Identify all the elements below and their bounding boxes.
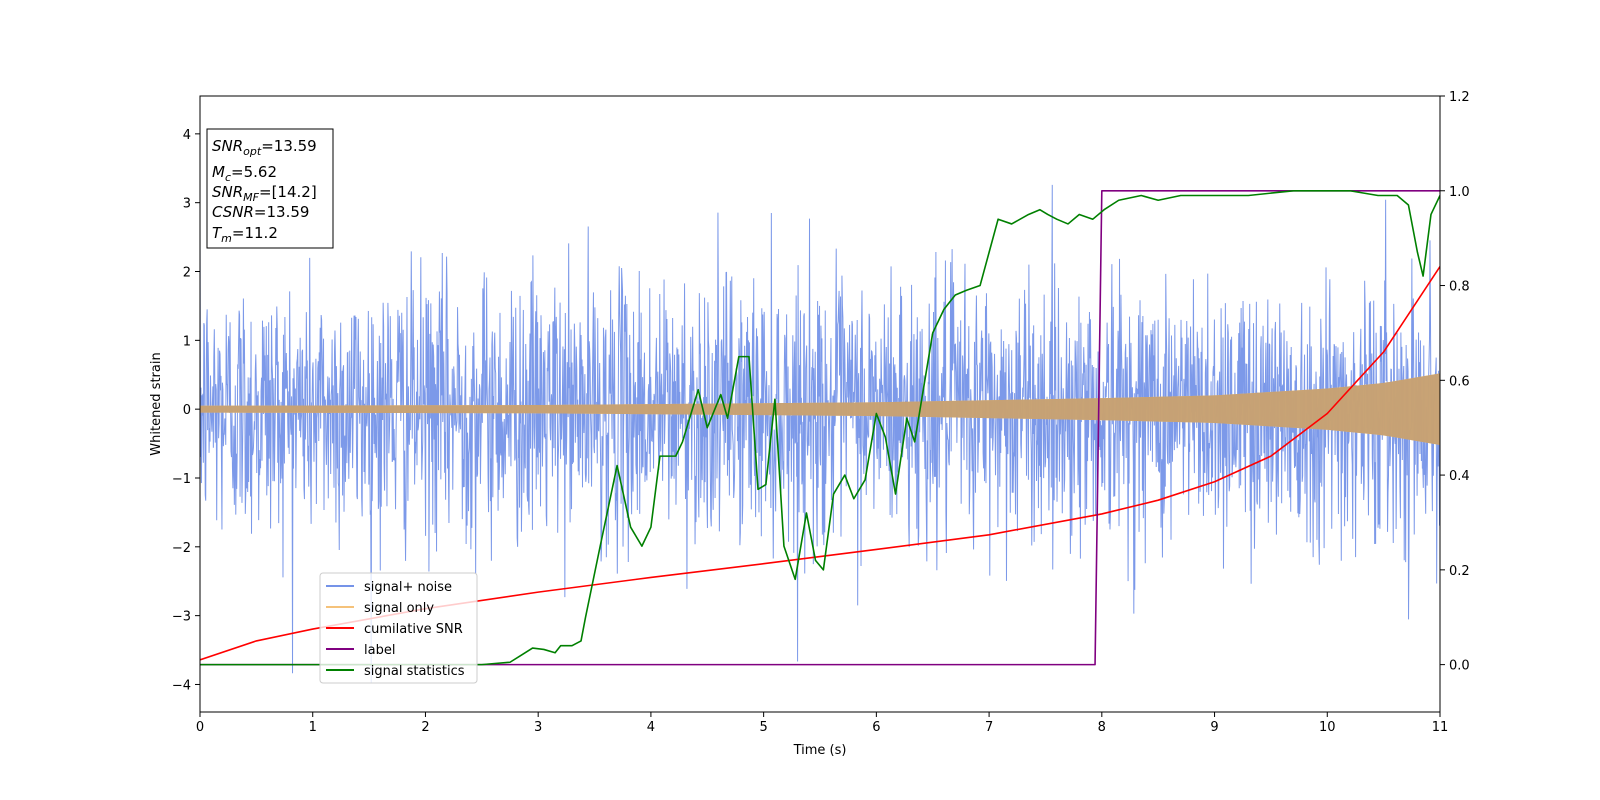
y-axis-label: Whitened strain	[149, 352, 164, 455]
x-tick-label: 10	[1319, 720, 1336, 735]
x-tick-label: 6	[872, 720, 880, 735]
legend-label-cumulative-snr: cumilative SNR	[364, 622, 463, 637]
y-left-tick-label: 0	[183, 403, 191, 418]
series-signal-only-band	[200, 373, 1440, 445]
x-tick-label: 7	[985, 720, 993, 735]
x-tick-label: 1	[309, 720, 317, 735]
y-left-tick-label: 2	[183, 266, 191, 281]
legend-label-signal-statistics: signal statistics	[364, 664, 465, 679]
x-axis: 0 1 2 3 4 5 6 7 8 9 10 11	[196, 712, 1448, 735]
x-tick-label: 4	[647, 720, 655, 735]
x-axis-label: Time (s)	[793, 743, 847, 758]
x-tick-label: 9	[1210, 720, 1218, 735]
series-signal-noise	[200, 184, 1440, 684]
legend-label-signal-only: signal only	[364, 601, 434, 616]
info-box: SNRopt=13.59 Mc=5.62 SNRMF=[14.2] CSNR=1…	[206, 128, 334, 249]
y-left-tick-label: −3	[172, 610, 191, 625]
x-tick-label: 2	[421, 720, 429, 735]
x-tick-label: 8	[1098, 720, 1106, 735]
info-csnr: CSNR=13.59	[212, 203, 309, 221]
legend: signal+ noise signal only cumilative SNR…	[319, 572, 478, 684]
y-left-tick-label: 3	[183, 197, 191, 212]
x-tick-label: 11	[1432, 720, 1449, 735]
info-snr-mf: SNRMF=[14.2]	[212, 183, 317, 204]
y-right-tick-label: 1.0	[1449, 185, 1470, 200]
series-signal-statistics	[200, 189, 1440, 666]
y-axis-right: 0.0 0.2 0.4 0.6 0.8 1.0 1.2	[1440, 90, 1470, 674]
info-mc: Mc=5.62	[212, 163, 277, 184]
legend-label-label: label	[364, 643, 395, 658]
x-tick-label: 0	[196, 720, 204, 735]
y-left-tick-label: −2	[172, 541, 191, 556]
y-right-tick-label: 1.2	[1449, 90, 1470, 105]
y-left-tick-label: −1	[172, 472, 191, 487]
info-tm: Tm=11.2	[212, 224, 278, 245]
y-axis-left: −4 −3 −2 −1 0 1 2 3 4	[172, 128, 200, 693]
y-left-tick-label: 4	[183, 128, 191, 143]
info-snr-opt: SNRopt=13.59	[212, 137, 317, 158]
y-right-tick-label: 0.4	[1449, 469, 1470, 484]
y-right-tick-label: 0.2	[1449, 564, 1470, 579]
x-tick-label: 3	[534, 720, 542, 735]
plot-frame	[199, 95, 1441, 713]
y-right-tick-label: 0.8	[1449, 280, 1470, 295]
y-left-tick-label: 1	[183, 334, 191, 349]
x-tick-label: 5	[759, 720, 767, 735]
series-label	[200, 189, 1440, 666]
legend-label-signal-noise: signal+ noise	[364, 580, 452, 595]
y-left-tick-label: −4	[172, 678, 191, 693]
y-right-tick-label: 0.0	[1449, 659, 1470, 674]
y-right-tick-label: 0.6	[1449, 374, 1470, 389]
